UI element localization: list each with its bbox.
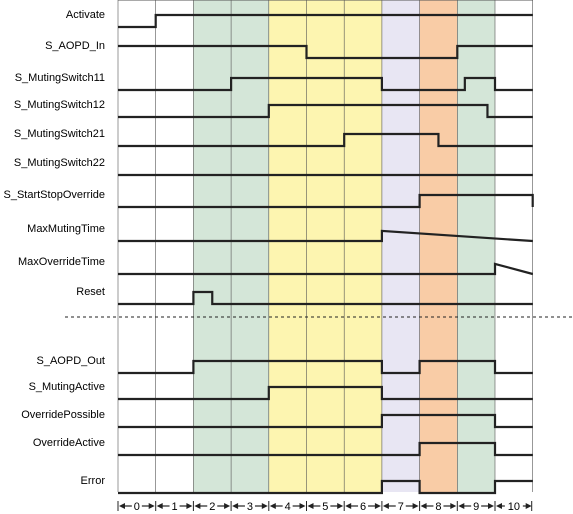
arrow-right-icon — [374, 503, 381, 509]
phase-band-5 — [306, 0, 345, 492]
label-s-mutingactive: S_MutingActive — [29, 381, 105, 393]
phase-label-8: 8 — [435, 501, 441, 513]
wave-activate — [118, 13, 533, 29]
arrow-left-icon — [496, 503, 502, 509]
signal-waves — [118, 13, 534, 495]
arrow-right-icon — [224, 503, 231, 509]
label-activate: Activate — [66, 9, 105, 21]
phase-label-1: 1 — [171, 501, 177, 513]
arrow-right-icon — [148, 503, 155, 509]
phase-band-8 — [419, 0, 458, 492]
phase-label-3: 3 — [247, 501, 253, 513]
phase-band-6 — [344, 0, 382, 492]
signal-labels: Activate S_AOPD_In S_MutingSwitch11 S_Mutin… — [4, 9, 106, 487]
phase-axis: 0 1 2 3 4 5 6 7 8 9 10 — [117, 501, 533, 513]
phase-band-10 — [495, 0, 533, 492]
arrow-left-icon — [307, 503, 314, 509]
wave-s-aopd-out — [118, 359, 533, 375]
label-maxoverridetime: MaxOverrideTime — [18, 256, 105, 268]
phase-label-10: 10 — [508, 501, 520, 513]
phase-label-6: 6 — [360, 501, 366, 513]
wave-s-aopd-in — [118, 44, 533, 60]
label-reset: Reset — [76, 286, 105, 298]
phase-label-9: 9 — [473, 501, 479, 513]
phase-band-1 — [155, 0, 194, 492]
arrow-left-icon — [420, 503, 427, 509]
phase-band-7 — [381, 0, 420, 492]
arrow-right-icon — [450, 503, 457, 509]
label-s-startstopoverride: S_StartStopOverride — [4, 189, 106, 201]
label-overridepossible: OverridePossible — [21, 409, 105, 421]
arrow-left-icon — [458, 503, 465, 509]
label-error: Error — [81, 475, 106, 487]
phase-band-9 — [457, 0, 495, 492]
wave-s-mutingswitch11 — [118, 76, 533, 92]
wave-reset — [118, 290, 533, 306]
arrow-right-icon — [299, 503, 306, 509]
label-s-mutingswitch22: S_MutingSwitch22 — [14, 157, 105, 169]
wave-s-mutingswitch12 — [118, 103, 533, 119]
arrow-right-icon — [525, 503, 532, 509]
phase-bands — [118, 0, 533, 492]
arrow-right-icon — [261, 503, 268, 509]
wave-error — [118, 479, 533, 495]
phase-band-2 — [193, 0, 232, 492]
phase-label-0: 0 — [134, 501, 140, 513]
arrow-left-icon — [345, 503, 352, 509]
wave-maxoverridetime — [118, 262, 533, 276]
label-s-mutingswitch11: S_MutingSwitch11 — [15, 72, 105, 84]
phase-band-3 — [231, 0, 269, 492]
label-maxmutingtime: MaxMutingTime — [27, 223, 105, 235]
phase-label-5: 5 — [322, 501, 328, 513]
arrow-left-icon — [269, 503, 276, 509]
label-s-mutingswitch21: S_MutingSwitch21 — [14, 128, 105, 140]
phase-band-0 — [118, 0, 156, 492]
wave-s-startstopoverride — [118, 193, 534, 209]
arrow-left-icon — [156, 503, 163, 509]
phase-label-7: 7 — [398, 501, 404, 513]
label-s-aopd-out: S_AOPD_Out — [37, 355, 105, 367]
arrow-right-icon — [337, 503, 344, 509]
label-s-mutingswitch12: S_MutingSwitch12 — [14, 99, 105, 111]
wave-s-mutingswitch21 — [118, 132, 533, 148]
wave-overrideactive — [118, 441, 533, 457]
label-overrideactive: OverrideActive — [33, 437, 105, 449]
phase-band-4 — [268, 0, 307, 492]
label-s-aopd-in: S_AOPD_In — [45, 40, 105, 52]
phase-label-4: 4 — [285, 501, 291, 513]
arrow-right-icon — [412, 503, 419, 509]
wave-maxmutingtime — [118, 229, 533, 243]
arrow-left-icon — [194, 503, 201, 509]
arrow-left-icon — [382, 503, 389, 509]
wave-s-mutingactive — [118, 385, 533, 401]
arrow-left-icon — [119, 503, 125, 509]
wave-overridepossible — [118, 413, 533, 429]
phase-label-2: 2 — [209, 501, 215, 513]
arrow-right-icon — [186, 503, 193, 509]
arrow-right-icon — [488, 503, 494, 509]
arrow-left-icon — [232, 503, 239, 509]
